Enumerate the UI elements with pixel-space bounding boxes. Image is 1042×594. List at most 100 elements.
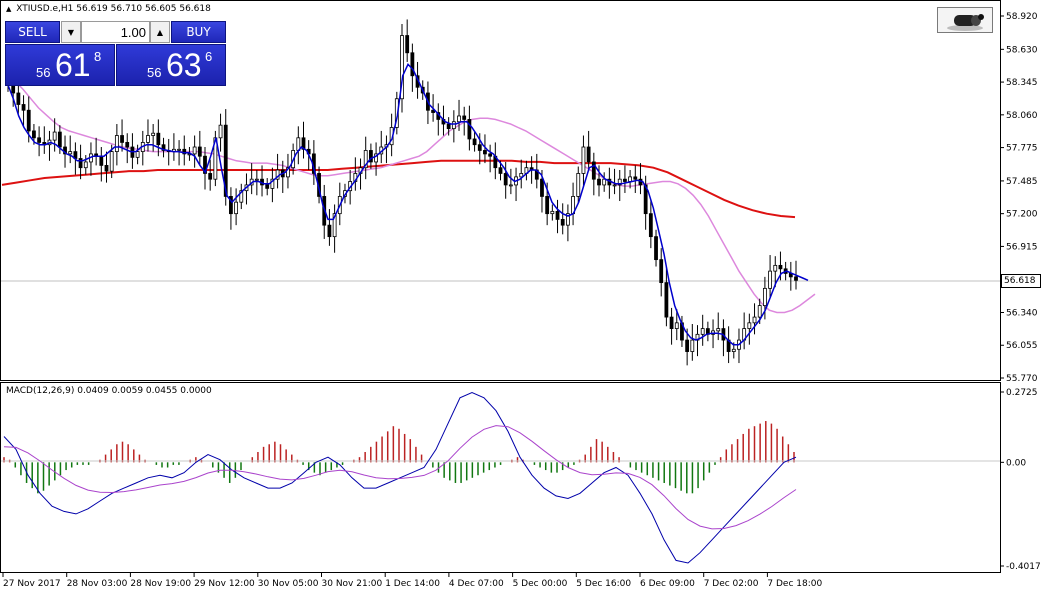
candle-body xyxy=(410,52,415,77)
candle-body xyxy=(576,173,581,197)
candle-body xyxy=(560,219,565,226)
sell-price-button[interactable]: 56 61 8 xyxy=(5,44,115,86)
macd-axis-label: 0.2725 xyxy=(1006,388,1038,398)
price-label: 56.340 xyxy=(1006,308,1038,318)
symbol-name: XTIUSD.e,H1 xyxy=(16,4,74,14)
candle-body xyxy=(700,328,705,335)
candle-body xyxy=(104,164,109,172)
time-axis: 27 Nov 2017 28 Nov 03:00 28 Nov 19:00 29 No… xyxy=(2,573,822,589)
candle-body xyxy=(156,132,161,146)
candle-body xyxy=(135,151,140,158)
macd-axis: 0.2725 0.00 -0.4017 xyxy=(1000,388,1041,572)
candle-body xyxy=(286,167,290,178)
candle-body xyxy=(659,259,664,284)
broker-logo-icon xyxy=(937,7,993,33)
time-label: 6 Dec 09:00 xyxy=(640,579,695,589)
candle-body xyxy=(508,184,513,187)
candle-body xyxy=(648,213,653,238)
macd-line xyxy=(3,392,797,564)
candle-body xyxy=(265,184,270,189)
candle-body xyxy=(223,124,228,197)
candle-body xyxy=(400,35,404,100)
candle-body xyxy=(21,104,26,111)
buy-price-button[interactable]: 56 63 6 xyxy=(116,44,226,86)
sell-price-prefix: 56 xyxy=(36,65,51,80)
candle-body xyxy=(690,339,695,352)
price-label: 56.055 xyxy=(1006,341,1038,351)
candle-body xyxy=(643,184,648,215)
candle-body xyxy=(83,161,88,169)
candle-body xyxy=(57,131,62,148)
candle-body xyxy=(633,176,638,180)
macd-axis-label: -0.4017 xyxy=(1006,562,1041,572)
candle-body xyxy=(182,148,187,155)
price-label: 56.915 xyxy=(1006,242,1038,252)
time-label: 30 Nov 05:00 xyxy=(258,579,319,589)
candle-body xyxy=(488,153,493,157)
candle-body xyxy=(125,142,130,148)
price-label: 57.485 xyxy=(1006,177,1038,187)
candle-body xyxy=(591,161,596,180)
buy-price-pip: 6 xyxy=(205,49,213,64)
candle-body xyxy=(203,155,207,174)
candle-body xyxy=(229,196,233,215)
candle-body xyxy=(586,146,591,163)
time-label: 1 Dec 14:00 xyxy=(385,579,440,589)
candle-body xyxy=(550,210,555,215)
candle-body xyxy=(612,184,617,187)
candle-body xyxy=(37,137,42,143)
candle-body xyxy=(602,178,607,186)
candle-body xyxy=(467,119,472,140)
candle-body xyxy=(752,316,757,324)
price-label: 57.200 xyxy=(1006,210,1038,220)
candle-body xyxy=(332,213,337,238)
collapse-triangle-icon[interactable]: ▲ xyxy=(6,5,12,13)
time-label: 7 Dec 02:00 xyxy=(704,579,759,589)
lot-size-input[interactable] xyxy=(81,21,150,43)
candle-body xyxy=(11,84,16,94)
lot-increase-icon[interactable]: ▲ xyxy=(150,21,170,43)
candle-body xyxy=(778,264,783,270)
time-label: 28 Nov 03:00 xyxy=(67,579,128,589)
candle-body xyxy=(457,115,461,123)
lot-decrease-icon[interactable]: ▼ xyxy=(61,21,81,43)
candle-body xyxy=(747,322,752,329)
candle-body xyxy=(519,173,524,178)
candle-body xyxy=(234,201,239,215)
candle-body xyxy=(628,176,633,182)
symbol-header: ▲ XTIUSD.e,H1 56.619 56.710 56.605 56.61… xyxy=(6,4,211,14)
time-label: 5 Dec 00:00 xyxy=(513,579,568,589)
price-label: 58.060 xyxy=(1006,111,1038,121)
candle-body xyxy=(368,150,373,163)
chart-frame xyxy=(0,0,1001,573)
signal-line xyxy=(3,425,797,530)
time-label: 5 Dec 16:00 xyxy=(576,579,631,589)
price-label: 58.345 xyxy=(1006,78,1038,88)
candle-body xyxy=(462,115,467,120)
buy-button[interactable]: BUY xyxy=(171,21,226,43)
moving-average-fast xyxy=(7,62,809,346)
candle-body xyxy=(26,109,31,132)
price-label: 58.920 xyxy=(1006,12,1038,22)
candle-body xyxy=(114,135,119,153)
candle-body xyxy=(773,264,778,272)
candle-body xyxy=(52,131,57,141)
macd-histogram xyxy=(3,421,795,494)
candle-body xyxy=(731,348,736,352)
candle-body xyxy=(363,150,368,169)
moving-average-long xyxy=(1,159,796,219)
candle-body xyxy=(405,35,410,54)
candle-body xyxy=(654,236,658,261)
moving-average-slow xyxy=(7,75,816,314)
sell-price-main: 61 xyxy=(55,47,91,83)
candle-body xyxy=(270,178,275,189)
buy-price-prefix: 56 xyxy=(147,65,162,80)
candle-body xyxy=(498,167,503,174)
candle-body xyxy=(477,144,482,151)
candle-body xyxy=(674,322,679,329)
sell-button[interactable]: SELL xyxy=(5,21,60,43)
time-label: 4 Dec 07:00 xyxy=(449,579,504,589)
candle-body xyxy=(768,270,772,289)
ohlc-values: 56.619 56.710 56.605 56.618 xyxy=(76,4,211,14)
